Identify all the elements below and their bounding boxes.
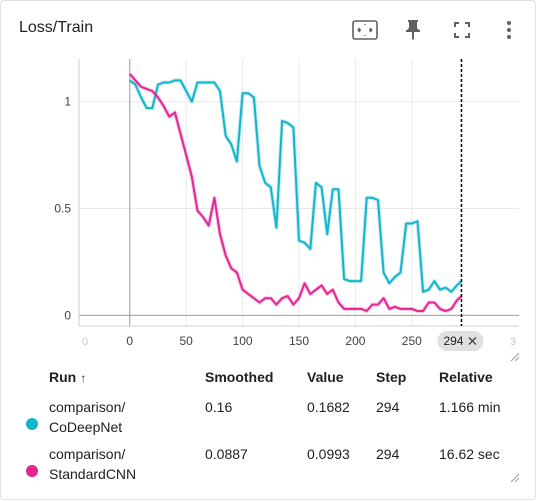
x-tick-label: 0 [126, 334, 133, 348]
smoothed-value: 0.0887 [205, 446, 248, 462]
fullscreen-button[interactable] [447, 15, 477, 45]
y-tick-label: 0 [64, 308, 71, 322]
more-menu-button[interactable] [494, 15, 524, 45]
smoothed-value: 0.16 [205, 399, 233, 415]
relative-value: 16.62 sec [439, 446, 500, 462]
x-tick-label-faded: 3 [510, 336, 516, 348]
header-run[interactable]: Run ↑ [49, 369, 87, 385]
card-title: Loss/Train [19, 19, 94, 36]
raw-value: 0.1682 [307, 399, 350, 415]
step-value: 294 [376, 399, 400, 415]
run-color-dot [26, 418, 38, 430]
hover-step-label: 294 [443, 334, 463, 348]
raw-value: 0.0993 [307, 446, 350, 462]
header-step[interactable]: Step [376, 369, 407, 385]
x-tick-label: 50 [179, 334, 193, 348]
x-tick-label: 200 [345, 334, 365, 348]
y-tick-label: 1 [64, 95, 71, 109]
header-value[interactable]: Value [307, 369, 344, 385]
pin-icon [406, 20, 420, 40]
run-name: comparison/CoDeepNet [49, 399, 126, 435]
more-vert-icon [507, 21, 511, 39]
relative-value: 1.166 min [439, 399, 501, 415]
run-color-dot [26, 465, 38, 477]
fit-domain-icon [352, 20, 378, 40]
header-relative[interactable]: Relative [439, 369, 493, 385]
pin-button[interactable] [398, 15, 428, 45]
x-tick-label-faded: 0 [82, 336, 88, 348]
header-smoothed[interactable]: Smoothed [205, 369, 274, 385]
fullscreen-icon [454, 22, 470, 38]
run-name: comparison/StandardCNN [49, 446, 137, 482]
line-chart[interactable]: 0 0.5 1 0 50 100 150 200 250 0 3 294 [1, 51, 537, 361]
x-tick-label: 250 [402, 334, 422, 348]
x-tick-label: 150 [289, 334, 309, 348]
x-tick-label: 100 [233, 334, 253, 348]
step-value: 294 [376, 446, 400, 462]
y-tick-label: 0.5 [54, 202, 71, 216]
resize-handle-icon[interactable] [508, 471, 520, 483]
resize-handle-icon[interactable] [508, 350, 520, 362]
series-line [129, 73, 463, 312]
close-icon[interactable] [468, 337, 477, 345]
fit-domain-button[interactable] [350, 15, 380, 45]
series-line [129, 79, 463, 293]
sort-arrow-icon: ↑ [80, 371, 87, 385]
hover-step-chip [437, 331, 484, 351]
